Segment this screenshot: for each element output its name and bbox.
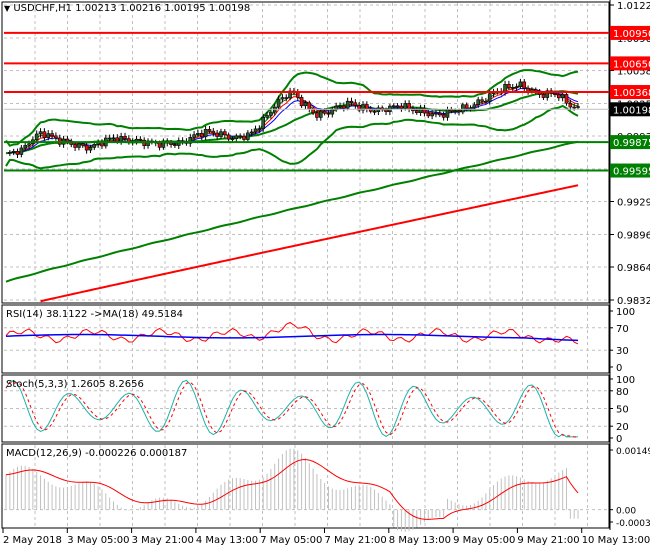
rsi-pane[interactable] [1, 304, 610, 374]
rsi-tick: 100 [616, 307, 635, 318]
level-price-tag: 1.00368 [613, 88, 650, 99]
level-price-tag: 1.00950 [613, 29, 650, 40]
stoch-tick: 100 [616, 375, 635, 386]
price-tick: 1.01225 [617, 1, 650, 12]
current-price-tag: 1.00198 [613, 105, 650, 116]
time-axis[interactable]: 2 May 2018 3 May 05:00 3 May 21:00 4 May 13… [2, 528, 650, 546]
stoch-tick: 80 [616, 387, 629, 398]
rsi-tick: 0 [616, 363, 622, 374]
level-price-tag: 1.00650 [613, 59, 650, 70]
rsi-tick: 70 [616, 324, 629, 335]
rsi-label: RSI(14) 38.1122 ->MA(18) 49.5184 [6, 309, 183, 320]
stoch-tick: 50 [616, 405, 629, 416]
time-tick: 7 May 05:00 [260, 535, 322, 546]
main-pane-header: ▼ USDCHF,H1 1.00213 1.00216 1.00195 1.00… [4, 3, 250, 14]
price-axis[interactable]: 1.012251.009001.005801.002550.999350.996… [609, 0, 650, 530]
stoch-label: Stoch(5,3,3) 1.2605 8.2656 [6, 379, 144, 390]
price-chart[interactable] [4, 4, 609, 303]
low-value: 1.00195 [164, 3, 206, 14]
rsi-chart[interactable] [4, 321, 609, 351]
time-tick: 7 May 21:00 [325, 535, 387, 546]
macd-tick: -0.000308 [616, 519, 650, 529]
time-tick: 3 May 21:00 [132, 535, 194, 546]
open-value: 1.00213 [75, 3, 117, 14]
level-price-tag: 0.99595 [613, 167, 650, 178]
stoch-tick: 20 [616, 422, 629, 433]
price-tick: 0.98965 [617, 231, 650, 242]
time-tick: 9 May 21:00 [517, 535, 579, 546]
high-value: 1.00216 [119, 3, 162, 14]
stoch-tick: 0 [616, 434, 622, 445]
symbol-label: USDCHF,H1 [13, 3, 73, 14]
close-value: 1.00198 [208, 3, 251, 14]
price-tick: 0.98645 [617, 263, 650, 274]
macd-label: MACD(12,26,9) -0.000226 0.000187 [6, 448, 188, 459]
main-pane[interactable] [1, 1, 610, 304]
macd-tick: 0.001492 [616, 447, 650, 457]
stochastic-chart[interactable] [4, 379, 609, 438]
time-tick: 9 May 05:00 [453, 535, 515, 546]
macd-tick: 0.00 [616, 507, 636, 517]
time-tick: 3 May 05:00 [67, 535, 129, 546]
time-tick: 4 May 13:00 [196, 535, 258, 546]
time-tick: 2 May 2018 [3, 535, 62, 546]
price-tick: 0.98320 [617, 296, 650, 307]
macd-chart[interactable] [4, 448, 609, 532]
time-tick: 8 May 13:00 [389, 535, 451, 546]
rsi-tick: 30 [616, 346, 629, 357]
level-price-tag: 0.99875 [613, 138, 650, 149]
collapse-triangle-icon[interactable]: ▼ [4, 4, 11, 13]
time-tick: 10 May 13:00 [582, 535, 650, 546]
